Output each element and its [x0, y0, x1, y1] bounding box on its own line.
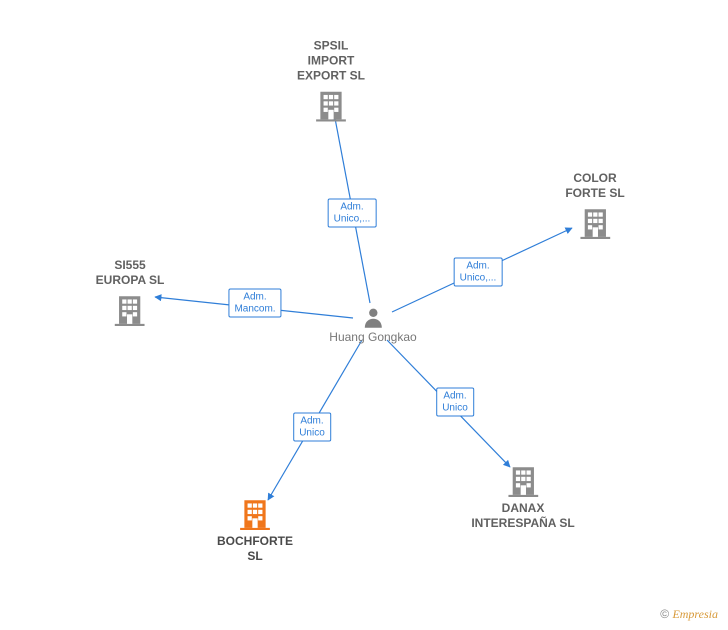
company-node-spsil[interactable]: SPSIL IMPORT EXPORT SL — [297, 39, 365, 122]
company-node-danax[interactable]: DANAX INTERESPAÑA SL — [471, 463, 574, 531]
brand-name: Empresia — [672, 607, 718, 621]
center-person-node[interactable]: Huang Gongkao — [329, 306, 416, 344]
company-label: COLOR FORTE SL — [565, 171, 624, 201]
center-person-label: Huang Gongkao — [329, 330, 416, 344]
building-icon — [297, 88, 365, 122]
person-icon — [329, 306, 416, 330]
edge-label: Adm. Unico,... — [454, 258, 503, 287]
edge-label: Adm. Unico,... — [328, 199, 377, 228]
company-node-bochforte[interactable]: BOCHFORTE SL — [217, 496, 293, 564]
footer-credit: © Empresia — [660, 607, 718, 622]
company-label: SPSIL IMPORT EXPORT SL — [297, 39, 365, 84]
company-node-color[interactable]: COLOR FORTE SL — [565, 171, 624, 239]
building-icon — [565, 205, 624, 239]
building-icon — [471, 463, 574, 497]
company-label: BOCHFORTE SL — [217, 534, 293, 564]
edge-label: Adm. Unico — [293, 413, 331, 442]
copyright-symbol: © — [660, 607, 669, 621]
edge-label: Adm. Mancom. — [228, 289, 281, 318]
company-label: SI555 EUROPA SL — [96, 258, 165, 288]
company-label: DANAX INTERESPAÑA SL — [471, 501, 574, 531]
company-node-si555[interactable]: SI555 EUROPA SL — [96, 258, 165, 326]
building-icon — [96, 292, 165, 326]
building-icon — [217, 496, 293, 530]
edge-label: Adm. Unico — [436, 388, 474, 417]
diagram-canvas: Huang Gongkao SPSIL IMPORT EXPORT SL COLO… — [0, 0, 728, 630]
